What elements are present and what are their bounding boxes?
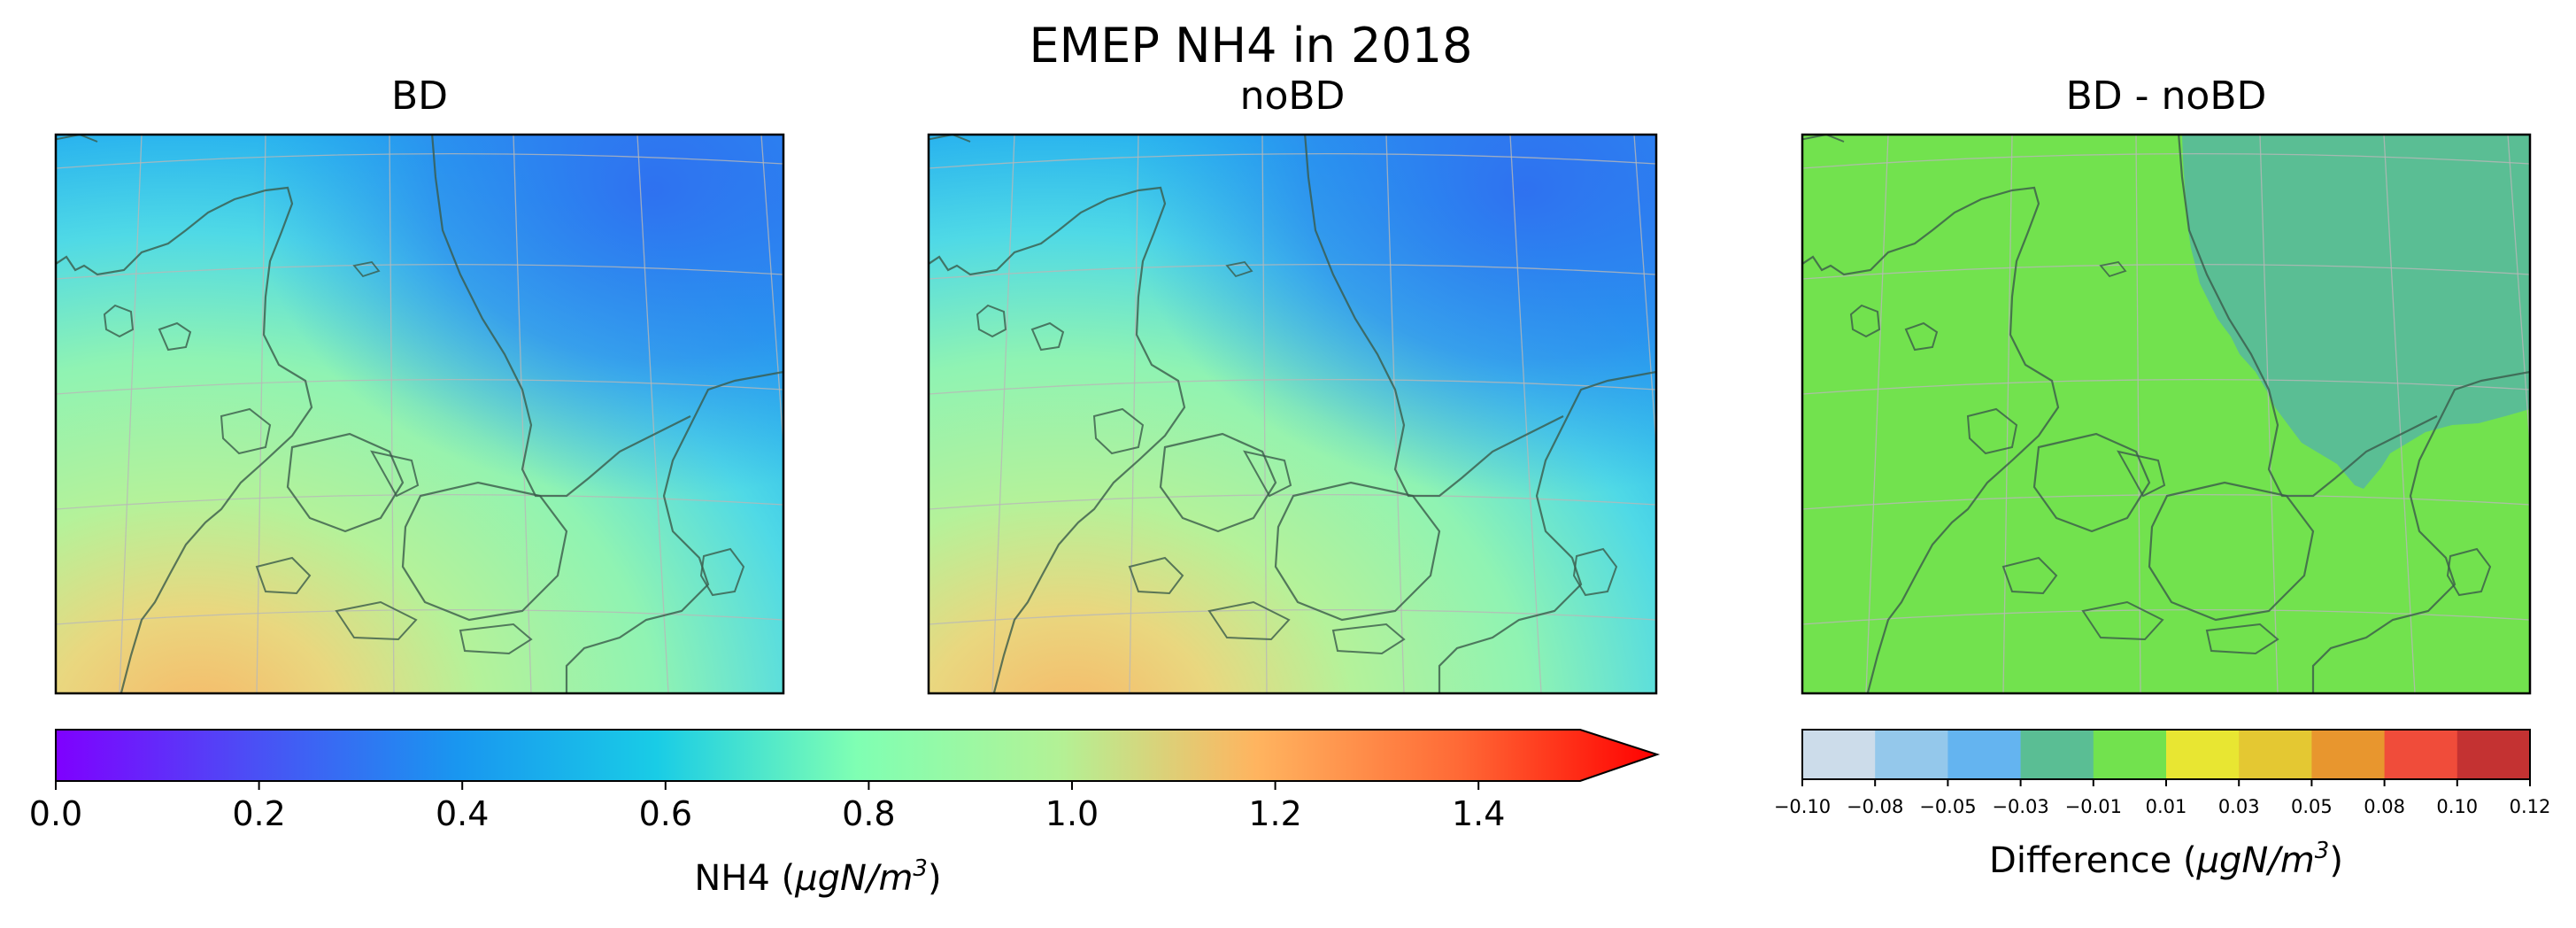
colorbar-diff-bin [1875, 730, 1948, 779]
colorbar-main-tick-label: 1.4 [1452, 794, 1505, 833]
heatmap-low-region-nobd [929, 135, 1656, 693]
panel-diff: BD - noBD [1801, 73, 2532, 695]
colorbar-diff-tick-label: 0.08 [2364, 796, 2405, 817]
colorbar-diff-tick-label: −0.01 [2065, 796, 2122, 817]
colorbar-diff-bin [1947, 730, 2022, 779]
colorbar-diff-tick-label: −0.03 [1992, 796, 2048, 817]
colorbar-main-tick-label: 0.4 [436, 794, 489, 833]
colorbar-diff-tick-label: −0.05 [1919, 796, 1976, 817]
map-frame-nobd [927, 133, 1658, 695]
colorbar-diff-bin [2166, 730, 2240, 779]
colorbar-diff: −0.10 −0.08 −0.05 −0.03 −0.01 0.01 0.03 0.05 0.0… [1774, 729, 2551, 881]
colorbar-diff-bin [1802, 730, 1876, 779]
map-frame-bd [54, 133, 785, 695]
heatmap-low-region-bd [56, 135, 783, 693]
colorbar-main-label: NH4 (μgN/m3) [694, 855, 941, 899]
colorbar-main-tick-label: 0.8 [842, 794, 895, 833]
colorbar-diff-tick-label: 0.05 [2291, 796, 2333, 817]
colorbar-main-gradient [55, 729, 1661, 782]
colorbar-diff-tick-label: 0.03 [2218, 796, 2260, 817]
colorbar-diff-bin [2239, 730, 2312, 779]
figure-title: EMEP NH4 in 2018 [1030, 18, 1473, 73]
colorbar-diff-bin [2456, 730, 2531, 779]
colorbar-diff-bin [2020, 730, 2094, 779]
colorbar-main-tick-label: 0.2 [232, 794, 285, 833]
colorbar-main: 0.0 0.2 0.4 0.6 0.8 1.0 1.2 1.4 NH4 (μgN/m3) [29, 729, 1661, 899]
panel-title-nobd: noBD [1240, 73, 1346, 119]
colorbar-main-tick-label: 1.2 [1248, 794, 1301, 833]
colorbar-diff-tick-label: 0.12 [2510, 796, 2551, 817]
diff-field-sea-region [2182, 135, 2530, 489]
colorbar-diff-bin [2384, 730, 2458, 779]
panel-title-bd: BD [391, 73, 448, 119]
panel-nobd: noBD [927, 73, 1658, 695]
colorbar-diff-bin [2311, 730, 2386, 779]
colorbar-diff-tick-label: 0.01 [2146, 796, 2187, 817]
colorbar-diff-tick-label: −0.08 [1847, 796, 1903, 817]
colorbar-main-tick-label: 0.0 [29, 794, 82, 833]
panel-title-diff: BD - noBD [2066, 73, 2267, 119]
colorbar-diff-tick-label: 0.10 [2436, 796, 2478, 817]
colorbar-diff-tick-label: −0.10 [1774, 796, 1831, 817]
colorbar-main-tick-label: 0.6 [639, 794, 692, 833]
colorbar-diff-label: Difference (μgN/m3) [1989, 838, 2343, 881]
colorbar-diff-bin [2093, 730, 2167, 779]
panel-bd: BD [54, 73, 785, 695]
colorbar-main-tick-label: 1.0 [1045, 794, 1099, 833]
map-frame-diff [1801, 133, 2532, 695]
